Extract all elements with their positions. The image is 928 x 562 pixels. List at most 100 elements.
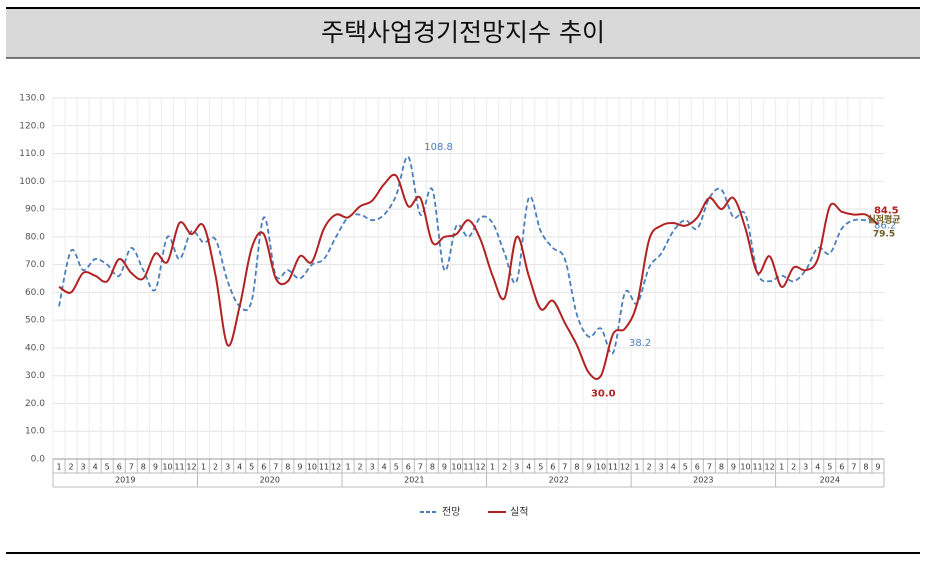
x-tick-label: 8 — [574, 463, 579, 472]
year-label: 2023 — [693, 476, 713, 485]
x-tick-label: 3 — [370, 463, 375, 472]
x-tick-label: 12 — [620, 463, 630, 472]
x-tick-label: 9 — [442, 463, 447, 472]
x-tick-label: 6 — [117, 463, 122, 472]
year-label: 2020 — [260, 476, 280, 485]
y-tick-label: 40.0 — [25, 343, 45, 353]
x-tick-label: 2 — [791, 463, 796, 472]
x-tick-label: 5 — [249, 463, 254, 472]
y-tick-label: 80.0 — [25, 232, 45, 242]
x-tick-label: 9 — [586, 463, 591, 472]
x-tick-label: 10 — [596, 463, 606, 472]
x-tick-label: 11 — [752, 463, 762, 472]
x-tick-label: 5 — [538, 463, 543, 472]
x-tick-label: 2 — [213, 463, 218, 472]
x-tick-label: 11 — [608, 463, 618, 472]
x-tick-label: 6 — [261, 463, 266, 472]
x-tick-label: 1 — [635, 463, 640, 472]
x-tick-label: 5 — [683, 463, 688, 472]
x-tick-label: 7 — [562, 463, 567, 472]
x-tick-label: 7 — [418, 463, 423, 472]
x-tick-label: 9 — [875, 463, 880, 472]
x-tick-label: 9 — [731, 463, 736, 472]
x-tick-label: 2 — [647, 463, 652, 472]
annotation-value: 79.5 — [873, 230, 895, 240]
chart-title: 주택사업경기전망지수 추이 — [321, 18, 605, 47]
x-tick-label: 3 — [514, 463, 519, 472]
year-label: 2022 — [549, 476, 569, 485]
x-tick-label: 11 — [463, 463, 473, 472]
x-tick-label: 6 — [839, 463, 844, 472]
data-label: 86.2 — [874, 221, 896, 232]
line-series — [58, 173, 879, 380]
x-tick-label: 4 — [526, 463, 531, 472]
x-tick-label: 6 — [695, 463, 700, 472]
x-tick-label: 8 — [285, 463, 290, 472]
x-tick-label: 5 — [105, 463, 110, 472]
x-tick-label: 12 — [331, 463, 341, 472]
year-label: 2021 — [404, 476, 424, 485]
x-tick-label: 7 — [129, 463, 134, 472]
x-tick-label: 5 — [394, 463, 399, 472]
x-tick-label: 12 — [475, 463, 485, 472]
legend-label: 전망 — [442, 506, 460, 518]
x-tick-label: 11 — [174, 463, 184, 472]
x-tick-label: 7 — [851, 463, 856, 472]
x-tick-label: 9 — [153, 463, 158, 472]
y-tick-label: 60.0 — [25, 288, 45, 298]
y-tick-label: 70.0 — [25, 260, 45, 270]
y-tick-label: 0.0 — [31, 455, 46, 465]
x-tick-label: 4 — [671, 463, 676, 472]
x-tick-label: 4 — [382, 463, 387, 472]
x-tick-label: 1 — [490, 463, 495, 472]
x-tick-label: 8 — [719, 463, 724, 472]
x-tick-label: 1 — [779, 463, 784, 472]
x-tick-label: 8 — [863, 463, 868, 472]
x-tick-label: 6 — [406, 463, 411, 472]
x-tick-label: 12 — [186, 463, 196, 472]
title-bar — [6, 8, 920, 58]
year-label: 2024 — [820, 476, 840, 485]
x-tick-label: 1 — [56, 463, 61, 472]
x-tick-label: 7 — [707, 463, 712, 472]
data-label: 38.2 — [629, 338, 651, 349]
y-tick-label: 10.0 — [25, 427, 45, 437]
y-tick-label: 30.0 — [25, 371, 45, 381]
y-tick-label: 130.0 — [19, 94, 45, 104]
data-label: 108.8 — [424, 142, 453, 153]
x-tick-label: 7 — [273, 463, 278, 472]
year-label: 2019 — [115, 476, 135, 485]
x-tick-label: 3 — [659, 463, 664, 472]
x-tick-label: 2 — [69, 463, 74, 472]
x-tick-label: 4 — [93, 463, 98, 472]
line-series — [58, 155, 879, 355]
x-tick-label: 2 — [358, 463, 363, 472]
x-tick-label: 5 — [827, 463, 832, 472]
y-tick-label: 110.0 — [19, 149, 45, 159]
x-tick-label: 3 — [81, 463, 86, 472]
x-tick-label: 9 — [297, 463, 302, 472]
x-tick-label: 3 — [225, 463, 230, 472]
x-tick-label: 3 — [803, 463, 808, 472]
x-tick-label: 10 — [162, 463, 172, 472]
annotation-label: 실적평균 — [867, 214, 901, 226]
y-tick-label: 100.0 — [19, 177, 45, 187]
x-tick-label: 4 — [815, 463, 820, 472]
x-tick-label: 6 — [550, 463, 555, 472]
x-tick-label: 2 — [502, 463, 507, 472]
x-tick-label: 1 — [201, 463, 206, 472]
y-tick-label: 50.0 — [25, 316, 45, 326]
y-tick-label: 120.0 — [19, 121, 45, 131]
x-tick-label: 1 — [346, 463, 351, 472]
y-tick-label: 20.0 — [25, 399, 45, 409]
x-tick-label: 11 — [319, 463, 329, 472]
x-tick-label: 8 — [141, 463, 146, 472]
y-tick-label: 90.0 — [25, 205, 45, 215]
x-tick-label: 8 — [430, 463, 435, 472]
x-tick-label: 10 — [740, 463, 750, 472]
data-label: 84.5 — [874, 205, 899, 216]
x-tick-label: 10 — [307, 463, 317, 472]
data-label: 30.0 — [591, 389, 616, 400]
